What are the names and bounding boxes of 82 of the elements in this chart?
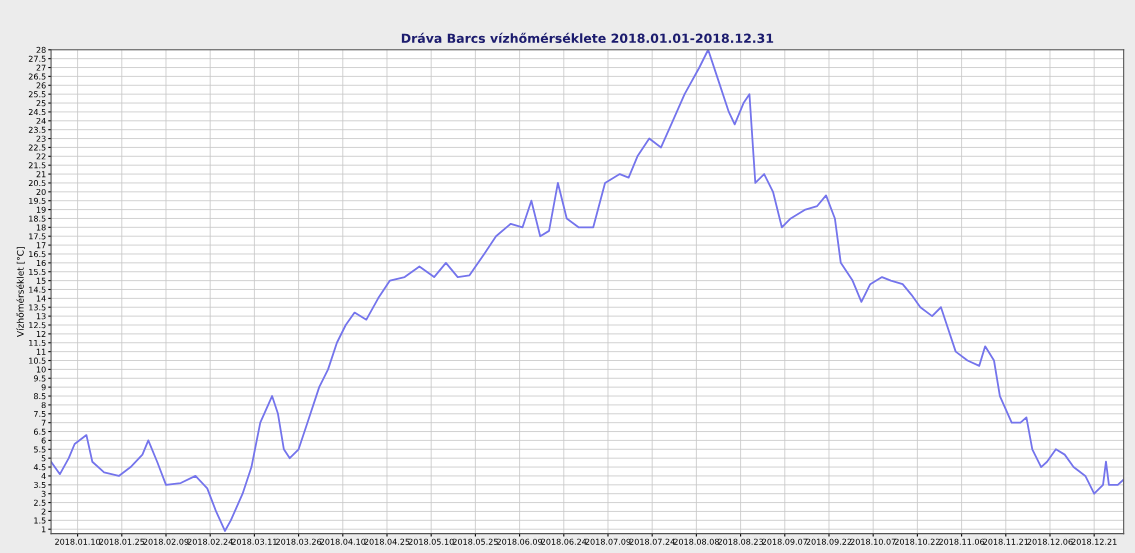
y-tick-label: 13.5 xyxy=(29,304,46,311)
y-tick-label: 7 xyxy=(41,419,46,426)
x-tick-label: 2018.09.07 xyxy=(762,538,808,545)
x-tick-label: 2018.03.11 xyxy=(231,538,277,545)
x-tick-label: 2018.03.26 xyxy=(276,538,322,545)
y-tick-label: 1 xyxy=(41,526,46,533)
y-tick-label: 4 xyxy=(41,473,46,479)
y-tick-label: 14 xyxy=(36,295,46,302)
y-tick-label: 3 xyxy=(41,490,46,497)
x-tick-label: 2018.01.25 xyxy=(99,538,145,545)
x-tick-label: 2018.04.10 xyxy=(320,538,366,545)
y-tick-label: 5.5 xyxy=(34,446,46,453)
x-tick-label: 2018.06.09 xyxy=(497,538,543,545)
y-tick-label: 8.5 xyxy=(33,393,46,400)
y-tick-label: 19.5 xyxy=(29,197,46,204)
y-tick-label: 7.5 xyxy=(34,410,46,417)
y-tick-label: 15 xyxy=(36,277,46,284)
x-tick-label: 2018.05.25 xyxy=(452,538,498,545)
y-tick-label: 13 xyxy=(36,313,46,320)
x-tick-label: 2018.08.08 xyxy=(673,538,719,545)
y-tick-label: 10 xyxy=(36,366,46,373)
y-tick-label: 23.5 xyxy=(28,126,46,133)
x-tick-label: 2018.07.09 xyxy=(585,538,631,545)
y-tick-label: 20.5 xyxy=(28,180,46,187)
x-tick-label: 2018.12.06 xyxy=(1027,538,1073,545)
x-tick-label: 2018.08.23 xyxy=(718,538,763,545)
y-tick-label: 17.5 xyxy=(29,233,46,240)
x-tick-label: 2018.01.10 xyxy=(55,538,101,545)
y-tick-label: 12.5 xyxy=(29,322,46,329)
chart-title: Dráva Barcs vízhőmérséklete 2018.01.01-2018.12.31 xyxy=(401,32,774,43)
y-tick-label: 11.5 xyxy=(29,339,46,346)
y-tick-label: 25.5 xyxy=(28,91,46,98)
y-tick-label: 12 xyxy=(36,330,46,337)
y-tick-label: 26.5 xyxy=(28,73,46,80)
y-tick-label: 9.5 xyxy=(33,375,46,382)
y-tick-label: 4.5 xyxy=(33,464,46,471)
y-tick-label: 3.5 xyxy=(34,481,46,488)
y-tick-label: 5 xyxy=(41,455,46,462)
x-tick-label: 2018.11.06 xyxy=(939,538,985,545)
y-tick-label: 17 xyxy=(36,242,46,249)
y-tick-label: 8 xyxy=(41,401,46,409)
y-tick-label: 10.5 xyxy=(29,357,46,364)
y-tick-label: 16 xyxy=(36,259,46,267)
y-tick-label: 25 xyxy=(36,100,46,107)
y-tick-label: 9 xyxy=(41,384,46,391)
y-tick-label: 1.5 xyxy=(34,517,46,524)
y-tick-label: 11 xyxy=(36,348,46,355)
y-tick-label: 24 xyxy=(36,117,46,124)
y-tick-label: 27 xyxy=(36,64,46,71)
x-tick-label: 2018.02.09 xyxy=(143,538,189,545)
y-axis-title: Vízhőmérséklet [°C] xyxy=(16,247,25,337)
y-tick-label: 22 xyxy=(36,153,46,160)
y-tick-label: 23 xyxy=(36,135,46,142)
y-tick-label: 2 xyxy=(41,508,46,515)
x-tick-label: 2018.07.24 xyxy=(629,538,675,545)
y-tick-label: 6 xyxy=(41,437,46,444)
y-tick-label: 21 xyxy=(36,171,46,178)
y-tick-label: 18.5 xyxy=(29,215,46,222)
y-tick-label: 24.5 xyxy=(28,109,46,116)
x-tick-label: 2018.04.25 xyxy=(364,538,410,545)
y-tick-label: 26 xyxy=(36,82,46,89)
y-tick-label: 21.5 xyxy=(28,162,46,169)
y-tick-label: 27.5 xyxy=(28,55,46,62)
x-tick-label: 2018.10.07 xyxy=(850,538,896,545)
y-tick-label: 14.5 xyxy=(29,286,46,293)
x-tick-label: 2018.06.24 xyxy=(541,538,587,545)
x-tick-label: 2018.12.21 xyxy=(1071,538,1117,545)
y-tick-label: 15.5 xyxy=(29,268,46,275)
y-tick-label: 19 xyxy=(36,206,46,213)
x-tick-label: 2018.11.21 xyxy=(983,538,1029,545)
x-tick-label: 2018.09.22 xyxy=(806,538,852,545)
y-tick-label: 6.5 xyxy=(33,428,46,435)
y-tick-label: 20 xyxy=(36,188,46,195)
y-tick-label: 22.5 xyxy=(28,144,46,151)
y-tick-label: 16.5 xyxy=(29,251,46,258)
x-tick-label: 2018.10.22 xyxy=(894,538,940,545)
y-tick-label: 18 xyxy=(36,224,46,231)
y-tick-label: 2.5 xyxy=(33,499,46,506)
x-tick-label: 2018.05.10 xyxy=(408,538,454,545)
x-tick-label: 2018.02.24 xyxy=(187,538,233,545)
line-series xyxy=(51,49,1124,532)
y-tick-label: 28 xyxy=(36,46,46,53)
